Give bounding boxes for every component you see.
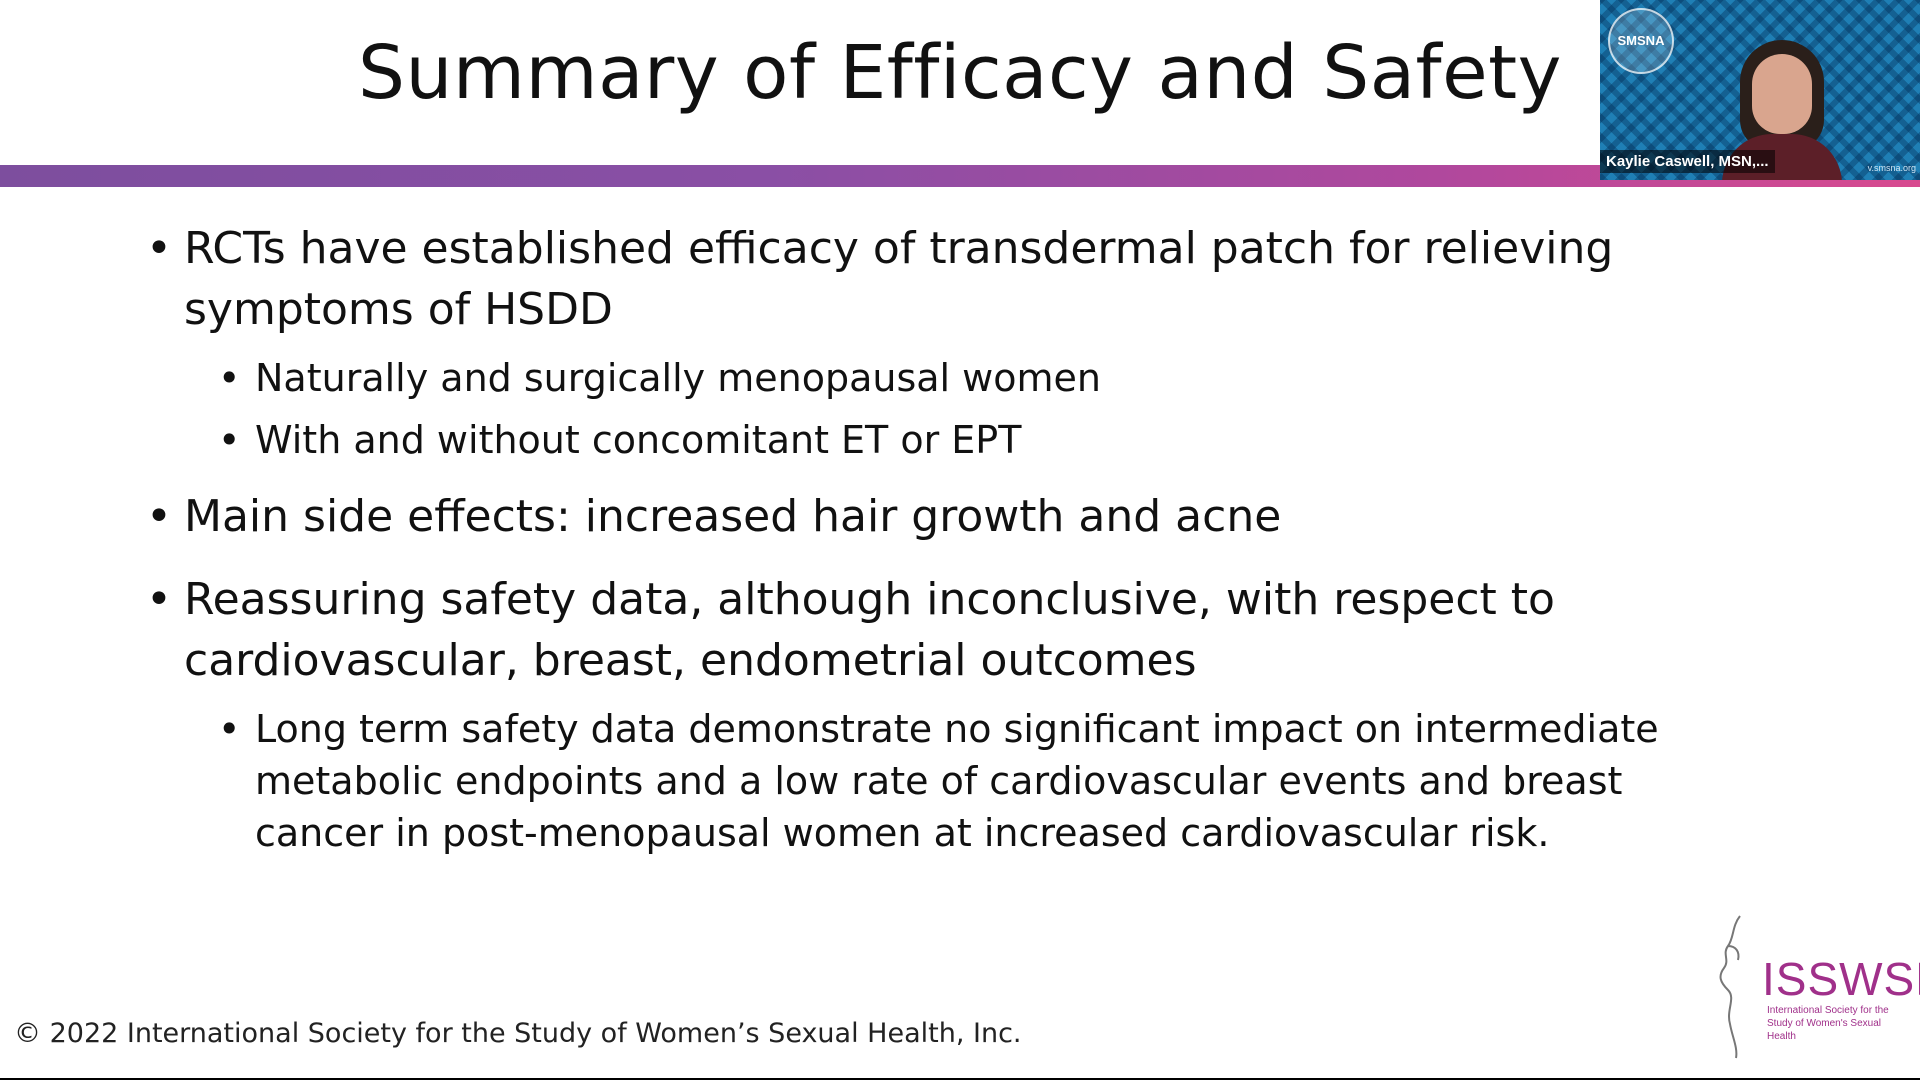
smsna-badge: SMSNA — [1608, 8, 1674, 74]
copyright-footer: © 2022 International Society for the Stu… — [14, 1018, 1022, 1049]
title-gradient-bar — [0, 165, 1920, 187]
video-url-text: v.smsna.org — [1867, 163, 1916, 173]
speaker-video-thumbnail[interactable]: SMSNA Kaylie Caswell, MSN,... v.smsna.or… — [1600, 0, 1920, 180]
isswsh-logo: ISSWSH International Society for the Stu… — [1710, 912, 1920, 1062]
bullet-item: Reassuring safety data, although inconcl… — [140, 569, 1700, 691]
participant-name-label: Kaylie Caswell, MSN,... — [1600, 150, 1775, 173]
slide-title: Summary of Efficacy and Safety — [358, 30, 1562, 116]
logo-subtitle: International Society for the Study of W… — [1767, 1005, 1889, 1042]
sub-bullet-item: Naturally and surgically menopausal wome… — [140, 352, 1700, 404]
silhouette-icon — [1719, 915, 1741, 1059]
bullet-list: RCTs have established efficacy of transd… — [140, 218, 1700, 869]
speaker-avatar — [1722, 40, 1842, 180]
logo-text: ISSWSH — [1762, 953, 1920, 1005]
bullet-item: Main side effects: increased hair growth… — [140, 486, 1700, 547]
sub-bullet-item: Long term safety data demonstrate no sig… — [140, 703, 1700, 859]
bullet-item: RCTs have established efficacy of transd… — [140, 218, 1700, 340]
sub-bullet-item: With and without concomitant ET or EPT — [140, 414, 1700, 466]
